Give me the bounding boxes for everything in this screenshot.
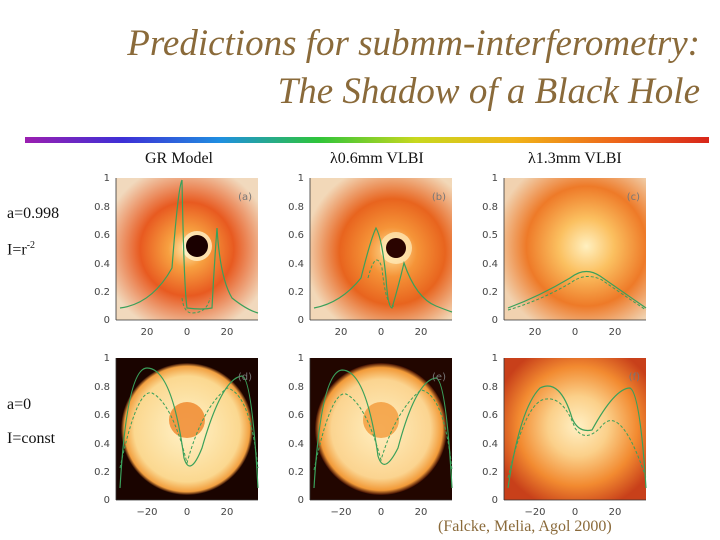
x-tick: 0 bbox=[572, 507, 578, 518]
panel-e: 1 0.8 0.6 0.4 0.2 0 −20 0 20 (e) bbox=[288, 353, 453, 518]
rainbow-divider bbox=[25, 137, 709, 143]
y-tick: 0.4 bbox=[288, 439, 304, 450]
black-hole-shadow bbox=[386, 238, 406, 258]
y-tick: 0 bbox=[492, 315, 498, 326]
y-tick: 0.6 bbox=[94, 410, 110, 421]
image-background bbox=[504, 178, 646, 320]
y-tick: 1 bbox=[298, 173, 304, 184]
profile-curve bbox=[507, 270, 647, 309]
black-hole-shadow bbox=[186, 235, 208, 257]
y-tick: 0.2 bbox=[482, 467, 498, 478]
y-tick: 0.8 bbox=[288, 202, 304, 213]
x-tick: 20 bbox=[415, 507, 428, 518]
profile-curve-dashed bbox=[507, 398, 647, 479]
panel-f: 1 0.8 0.6 0.4 0.2 0 −20 0 20 (f) bbox=[482, 353, 647, 518]
y-tick: 0.8 bbox=[94, 382, 110, 393]
profile-curve bbox=[507, 385, 647, 489]
y-tick: 1 bbox=[298, 353, 304, 364]
x-tick: 0 bbox=[184, 507, 190, 518]
x-tick: 0 bbox=[572, 327, 578, 338]
y-tick: 0.2 bbox=[288, 287, 304, 298]
y-tick: 0 bbox=[298, 495, 304, 506]
y-tick: 0.8 bbox=[288, 382, 304, 393]
panel-d: 1 0.8 0.6 0.4 0.2 0 −20 0 20 (d) bbox=[94, 353, 259, 518]
y-tick: 1 bbox=[104, 173, 110, 184]
x-tick: 0 bbox=[378, 327, 384, 338]
profile-curve-dashed bbox=[507, 276, 647, 311]
y-tick: 0.2 bbox=[482, 287, 498, 298]
y-tick: 1 bbox=[104, 353, 110, 364]
image-background bbox=[504, 358, 646, 500]
profile-curve bbox=[313, 226, 453, 313]
panel-a: 1 0.8 0.6 0.4 0.2 0 20 0 20 (a) bbox=[94, 173, 259, 338]
x-tick: −20 bbox=[330, 507, 351, 518]
x-tick: 0 bbox=[378, 507, 384, 518]
y-tick: 1 bbox=[492, 173, 498, 184]
y-tick: 0 bbox=[104, 315, 110, 326]
x-tick: −20 bbox=[136, 507, 157, 518]
y-tick: 0.8 bbox=[482, 202, 498, 213]
citation: (Falcke, Melia, Agol 2000) bbox=[438, 518, 612, 535]
profile-curve-dashed bbox=[367, 259, 395, 307]
row-label-emissivity-bottom: I=const bbox=[7, 430, 56, 447]
y-tick: 0.2 bbox=[94, 287, 110, 298]
x-tick: 20 bbox=[221, 507, 234, 518]
y-tick: 0.4 bbox=[94, 439, 110, 450]
y-tick: 0.8 bbox=[94, 202, 110, 213]
y-tick: 0.6 bbox=[288, 230, 304, 241]
x-tick: 20 bbox=[609, 327, 622, 338]
y-tick: 0.4 bbox=[288, 259, 304, 270]
column-label-gr-model: GR Model bbox=[145, 150, 213, 167]
panel-tag: (b) bbox=[432, 192, 446, 203]
x-tick: 20 bbox=[141, 327, 154, 338]
panel-c: 1 0.8 0.5 0.4 0.2 0 20 0 20 (c) bbox=[482, 173, 647, 338]
profile-curve-dashed bbox=[119, 387, 259, 469]
y-tick: 0.2 bbox=[288, 467, 304, 478]
x-tick: 0 bbox=[184, 327, 190, 338]
panel-tag: (d) bbox=[238, 372, 252, 383]
black-hole-shadow bbox=[363, 402, 399, 438]
x-tick: 20 bbox=[529, 327, 542, 338]
y-tick: 0 bbox=[492, 495, 498, 506]
y-tick: 0.5 bbox=[482, 230, 498, 241]
row-label-emissivity-top: I=r-2 bbox=[7, 240, 36, 259]
y-tick: 1 bbox=[492, 353, 498, 364]
panel-b: 1 0.8 0.6 0.4 0.2 0 20 0 20 (b) bbox=[288, 173, 453, 338]
y-tick: 0.6 bbox=[482, 410, 498, 421]
row-label-spin-bottom: a=0 bbox=[7, 396, 32, 413]
y-tick: 0.2 bbox=[94, 467, 110, 478]
profile-curve bbox=[313, 369, 453, 489]
y-tick: 0.8 bbox=[482, 382, 498, 393]
x-tick: 20 bbox=[221, 327, 234, 338]
profile-curve bbox=[119, 179, 259, 314]
y-tick: 0.6 bbox=[288, 410, 304, 421]
panel-tag: (c) bbox=[627, 192, 640, 203]
column-label-13mm: λ1.3mm VLBI bbox=[528, 150, 622, 167]
y-tick: 0 bbox=[298, 315, 304, 326]
title-line-1: Predictions for submm-interferometry: bbox=[127, 23, 700, 64]
y-tick: 0.4 bbox=[94, 259, 110, 270]
row-label-spin-top: a=0.998 bbox=[7, 205, 60, 222]
column-label-06mm: λ0.6mm VLBI bbox=[330, 150, 424, 167]
panel-tag: (e) bbox=[432, 372, 446, 383]
y-tick: 0.4 bbox=[482, 259, 498, 270]
panel-tag: (f) bbox=[629, 372, 640, 383]
title-line-2: The Shadow of a Black Hole bbox=[277, 71, 700, 112]
x-tick: 20 bbox=[609, 507, 622, 518]
profile-curve bbox=[119, 367, 259, 489]
x-tick: −20 bbox=[524, 507, 545, 518]
black-hole-shadow bbox=[169, 402, 205, 438]
y-tick: 0.4 bbox=[482, 439, 498, 450]
x-tick: 20 bbox=[415, 327, 428, 338]
y-tick: 0 bbox=[104, 495, 110, 506]
panel-tag: (a) bbox=[238, 192, 252, 203]
x-tick: 20 bbox=[335, 327, 348, 338]
y-tick: 0.6 bbox=[94, 230, 110, 241]
profile-curve-dashed bbox=[313, 389, 453, 471]
profile-curve-dashed bbox=[181, 297, 211, 314]
